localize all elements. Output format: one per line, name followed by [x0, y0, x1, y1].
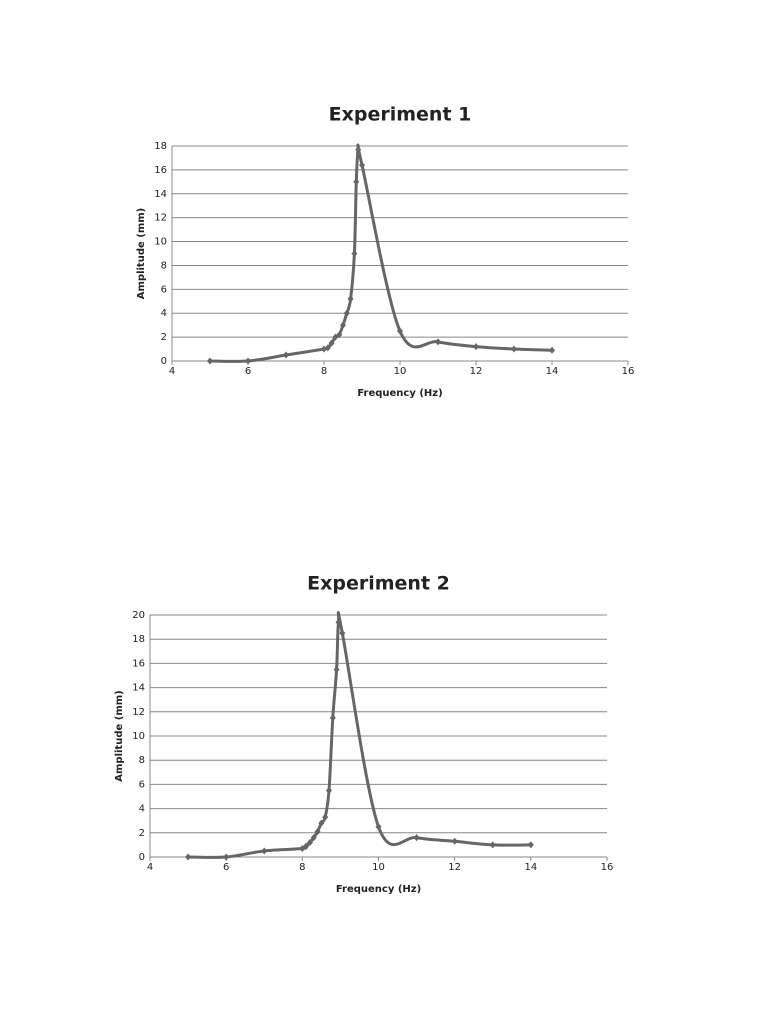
x-axis-title: Frequency (Hz)	[357, 388, 442, 399]
x-axis-title: Frequency (Hz)	[336, 884, 421, 895]
data-point	[375, 823, 382, 831]
x-tick-label: 6	[223, 862, 229, 873]
x-tick-label: 10	[372, 862, 385, 873]
chart-title: Experiment 1	[329, 104, 472, 126]
y-tick-label: 8	[139, 755, 145, 766]
chart-title: Experiment 2	[307, 573, 450, 595]
x-tick-label: 16	[601, 862, 614, 873]
y-axis-title: Amplitude (mm)	[136, 208, 147, 299]
x-tick-label: 12	[470, 366, 483, 377]
data-point	[329, 714, 336, 722]
data-point	[451, 837, 458, 845]
data-point	[318, 819, 325, 827]
y-tick-label: 6	[139, 779, 145, 790]
data-point	[324, 344, 331, 352]
y-tick-label: 0	[139, 852, 145, 863]
data-point	[359, 161, 365, 169]
data-point	[335, 618, 342, 626]
x-tick-label: 6	[245, 366, 251, 377]
data-point	[325, 786, 332, 794]
y-tick-label: 4	[139, 804, 145, 815]
data-point	[245, 357, 251, 365]
y-tick-label: 20	[132, 610, 145, 621]
data-point	[185, 853, 192, 861]
data-point	[353, 178, 360, 186]
y-tick-label: 18	[132, 634, 145, 645]
y-tick-label: 2	[161, 332, 167, 343]
data-point	[413, 834, 420, 842]
data-point	[549, 346, 555, 354]
data-point	[339, 629, 346, 637]
data-point	[306, 838, 313, 846]
y-tick-label: 18	[154, 141, 167, 152]
x-tick-label: 4	[169, 366, 175, 377]
data-point	[328, 339, 335, 347]
x-tick-label: 10	[394, 366, 407, 377]
y-tick-label: 0	[161, 356, 167, 367]
y-tick-label: 16	[154, 165, 167, 176]
data-point	[347, 295, 354, 303]
x-tick-label: 14	[524, 862, 537, 873]
y-tick-label: 4	[161, 308, 167, 319]
y-axis-title: Amplitude (mm)	[114, 690, 125, 781]
data-point	[397, 327, 403, 335]
y-tick-label: 12	[154, 213, 167, 224]
data-point	[207, 357, 213, 365]
data-point	[527, 841, 534, 849]
y-tick-label: 2	[139, 828, 145, 839]
data-point	[473, 343, 479, 351]
data-line	[209, 143, 553, 363]
y-tick-label: 10	[132, 731, 145, 742]
x-tick-label: 8	[321, 366, 327, 377]
data-point	[336, 331, 343, 339]
data-point	[333, 665, 340, 673]
data-point	[351, 250, 358, 257]
data-line	[188, 611, 531, 859]
y-tick-label: 14	[132, 683, 145, 694]
data-point	[355, 146, 362, 154]
data-point	[322, 813, 329, 821]
data-point	[223, 853, 230, 861]
x-tick-label: 12	[448, 862, 461, 873]
y-tick-label: 8	[161, 260, 167, 271]
data-point	[489, 841, 496, 849]
data-point	[435, 338, 441, 346]
data-point	[511, 345, 517, 353]
data-point	[314, 828, 321, 836]
y-tick-label: 16	[132, 658, 145, 669]
data-point	[283, 351, 289, 359]
x-tick-label: 4	[147, 862, 153, 873]
data-point	[310, 834, 317, 842]
y-tick-label: 6	[161, 284, 167, 295]
y-tick-label: 12	[132, 707, 145, 718]
x-tick-label: 16	[622, 366, 635, 377]
y-tick-label: 14	[154, 189, 167, 200]
data-point	[303, 842, 310, 850]
y-tick-label: 10	[154, 237, 167, 248]
data-point	[343, 309, 350, 317]
data-point	[261, 847, 268, 855]
x-tick-label: 14	[546, 366, 559, 377]
x-tick-label: 8	[299, 862, 305, 873]
data-point	[340, 321, 346, 329]
